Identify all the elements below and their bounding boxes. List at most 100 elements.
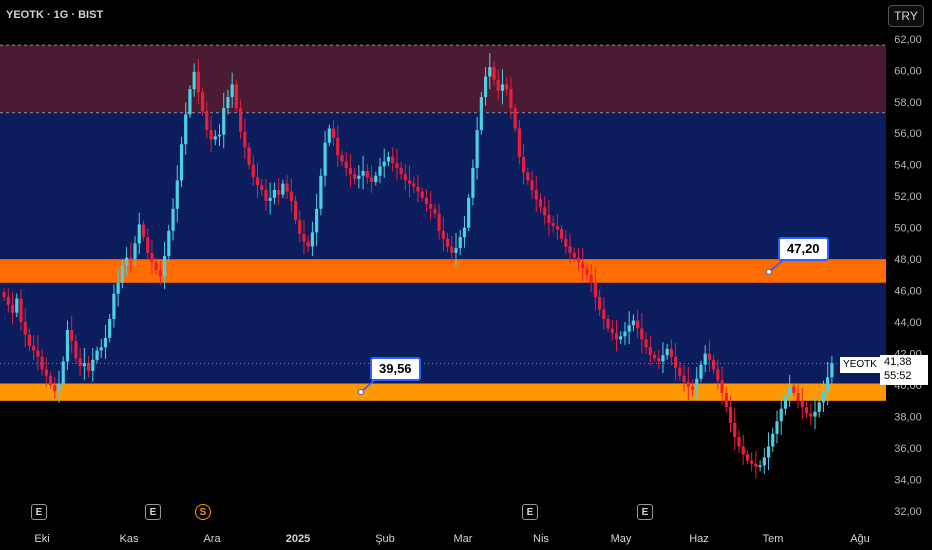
- candle-body: [429, 204, 433, 209]
- candle-body: [6, 296, 10, 305]
- candle-body: [65, 329, 70, 362]
- candle-body: [813, 411, 817, 417]
- x-tick-label: 2025: [286, 533, 310, 545]
- candles-layer: [2, 53, 834, 479]
- candle-body: [348, 167, 353, 175]
- candle-body: [699, 364, 703, 379]
- candle-body: [141, 224, 146, 238]
- candle-body: [61, 361, 65, 384]
- split-event-icon[interactable]: S: [195, 504, 211, 520]
- candle-body: [357, 175, 361, 179]
- y-tick-label: 56,00: [894, 128, 922, 140]
- candle-body: [800, 400, 804, 408]
- candle-body: [665, 348, 669, 356]
- candle-body: [766, 446, 771, 458]
- candle-body: [234, 84, 239, 109]
- currency-button[interactable]: TRY: [888, 5, 924, 27]
- candle-body: [433, 208, 437, 214]
- candle-body: [247, 147, 251, 165]
- candle-body: [610, 328, 614, 334]
- candle-body: [500, 84, 505, 91]
- candle-body: [374, 175, 378, 183]
- candle-body: [547, 215, 551, 223]
- candle-body: [386, 156, 391, 162]
- y-tick-label: 34,00: [894, 475, 922, 487]
- candle-body: [631, 320, 635, 326]
- candle-body: [669, 348, 674, 357]
- candle-body: [251, 164, 255, 178]
- candle-body: [407, 180, 412, 184]
- x-tick-label: Nis: [533, 533, 549, 545]
- candle-body: [285, 183, 289, 192]
- candle-body: [496, 79, 500, 91]
- candle-body: [416, 186, 420, 192]
- candle-body: [534, 189, 538, 200]
- price-zone: [0, 259, 886, 283]
- candle-body: [353, 174, 357, 179]
- candle-body: [146, 237, 150, 253]
- candle-body: [450, 246, 454, 253]
- candle-body: [365, 171, 369, 178]
- candle-body: [728, 407, 733, 423]
- candle-body: [652, 355, 657, 359]
- candle-body: [441, 230, 445, 239]
- y-tick-label: 60,00: [894, 65, 922, 77]
- candle-body: [788, 386, 792, 397]
- candle-body: [179, 144, 184, 181]
- candle-body: [15, 298, 19, 313]
- earnings-event-icon[interactable]: E: [637, 504, 653, 520]
- bar-countdown: 55:52: [884, 370, 912, 382]
- y-tick-label: 48,00: [894, 254, 922, 266]
- candle-body: [323, 142, 327, 176]
- candle-body: [555, 226, 559, 230]
- candle-body: [682, 375, 686, 382]
- callout-level-39[interactable]: 39,56: [370, 357, 421, 381]
- candle-body: [771, 433, 775, 447]
- candle-body: [754, 463, 758, 467]
- candle-body: [70, 329, 74, 342]
- candle-body: [209, 130, 213, 140]
- candle-body: [86, 363, 91, 371]
- callout-level-47[interactable]: 47,20: [778, 237, 829, 261]
- candle-body: [690, 386, 695, 390]
- earnings-event-icon[interactable]: E: [145, 504, 161, 520]
- candle-body: [505, 84, 509, 90]
- earnings-event-icon[interactable]: E: [31, 504, 47, 520]
- candle-body: [644, 339, 648, 348]
- candle-body: [171, 208, 175, 231]
- candle-body: [538, 199, 543, 208]
- candle-body: [526, 172, 530, 181]
- candle-body: [458, 237, 462, 249]
- candle-body: [196, 71, 200, 93]
- candle-body: [623, 331, 627, 337]
- candle-body: [821, 391, 826, 403]
- candle-body: [509, 89, 513, 109]
- candle-body: [762, 457, 766, 466]
- candle-body: [277, 189, 281, 195]
- candle-body: [382, 161, 386, 167]
- y-tick-label: 62,00: [894, 34, 922, 46]
- candle-body: [741, 446, 745, 455]
- x-tick-label: Mar: [454, 533, 473, 545]
- candle-body: [10, 304, 15, 313]
- candle-body: [53, 385, 57, 392]
- candle-body: [201, 92, 205, 112]
- candle-body: [57, 383, 61, 392]
- candle-body: [289, 191, 293, 201]
- candle-body: [597, 296, 602, 310]
- x-tick-label: Şub: [375, 533, 395, 545]
- candle-body: [154, 262, 158, 271]
- candle-body: [361, 171, 365, 176]
- y-tick-label: 44,00: [894, 317, 922, 329]
- candle-body: [521, 156, 526, 173]
- candle-body: [158, 270, 162, 277]
- candle-body: [593, 282, 597, 297]
- candle-body: [175, 180, 179, 209]
- candle-body: [40, 356, 44, 370]
- candle-body: [606, 318, 610, 329]
- candle-body: [648, 347, 652, 356]
- earnings-event-icon[interactable]: E: [522, 504, 538, 520]
- candle-body: [306, 241, 310, 247]
- candle-body: [44, 369, 48, 376]
